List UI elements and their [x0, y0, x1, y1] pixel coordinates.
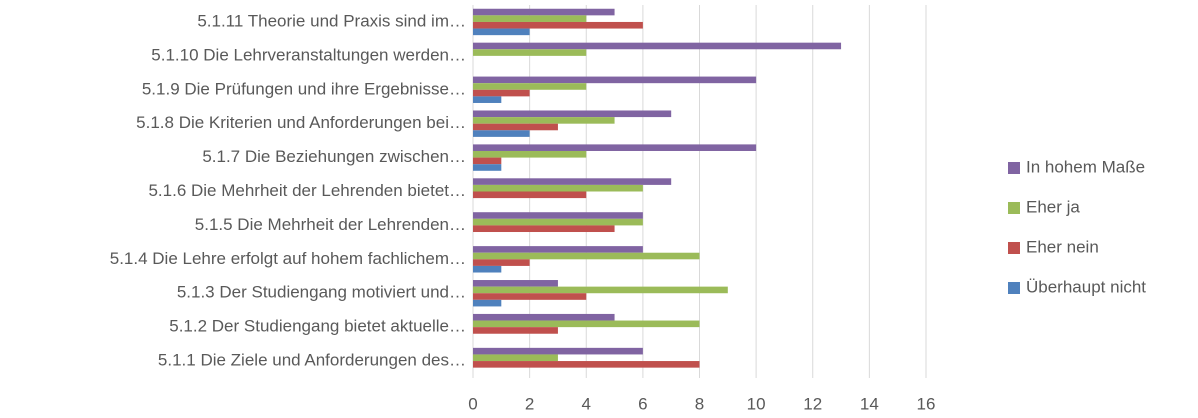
x-tick-label: 16 [917, 394, 936, 413]
bar [473, 83, 587, 90]
bar [473, 218, 643, 226]
bar [473, 361, 700, 368]
bar [473, 150, 587, 158]
x-tick-label: 4 [582, 394, 591, 413]
bar [473, 110, 672, 118]
bar [473, 76, 757, 84]
bar [473, 354, 558, 362]
y-tick-label: 5.1.11 Theorie und Praxis sind im… [197, 11, 466, 30]
y-tick-label: 5.1.7 Die Beziehungen zwischen… [202, 147, 466, 166]
y-tick-label: 5.1.8 Die Kriterien und Anforderungen be… [136, 113, 466, 132]
y-tick-label: 5.1.6 Die Mehrheit der Lehrenden bietet… [148, 181, 466, 200]
legend-label: Eher ja [1026, 197, 1080, 216]
bar [473, 286, 728, 294]
y-tick-label: 5.1.10 Die Lehrveranstaltungen werden… [151, 45, 466, 64]
x-tick-label: 6 [638, 394, 647, 413]
legend-swatch [1008, 162, 1020, 174]
bar [473, 49, 587, 56]
legend-label: Überhaupt nicht [1026, 277, 1146, 296]
legend-swatch [1008, 242, 1020, 254]
bar [473, 144, 757, 151]
x-tick-label: 8 [695, 394, 704, 413]
bar [473, 265, 502, 273]
bar [473, 299, 502, 307]
bar [473, 42, 842, 50]
bar [473, 184, 643, 192]
bar [473, 280, 558, 287]
bar [473, 96, 502, 103]
legend-label: Eher nein [1026, 237, 1099, 256]
legend-swatch [1008, 202, 1020, 214]
bar [473, 117, 615, 124]
bar [473, 28, 530, 36]
bar [473, 8, 615, 16]
bar [473, 89, 530, 97]
x-tick-label: 12 [803, 394, 822, 413]
bar [473, 313, 615, 321]
bar [473, 347, 643, 355]
x-tick-label: 0 [468, 394, 477, 413]
y-tick-label: 5.1.2 Der Studiengang bietet aktuelle… [169, 317, 466, 336]
bar [473, 246, 643, 253]
y-tick-label: 5.1.3 Der Studiengang motiviert und… [177, 283, 466, 302]
y-tick-label: 5.1.5 Die Mehrheit der Lehrenden… [195, 215, 466, 234]
bar [473, 178, 672, 185]
bar [473, 225, 615, 233]
bar [473, 259, 530, 266]
bar [473, 164, 502, 171]
bar [473, 252, 700, 260]
legend-label: In hohem Maße [1026, 157, 1145, 176]
bar [473, 191, 587, 199]
bar [473, 212, 643, 219]
bar [473, 327, 558, 334]
y-tick-label: 5.1.1 Die Ziele und Anforderungen des… [158, 351, 466, 370]
bar [473, 15, 587, 22]
x-tick-label: 2 [525, 394, 534, 413]
bar [473, 320, 700, 328]
legend-swatch [1008, 282, 1020, 294]
y-tick-label: 5.1.9 Die Prüfungen und ihre Ergebnisse… [142, 79, 466, 98]
y-tick-label: 5.1.4 Die Lehre erfolgt auf hohem fachli… [110, 249, 466, 268]
x-tick-label: 14 [860, 394, 879, 413]
bar [473, 130, 530, 137]
bar [473, 157, 502, 165]
bar [473, 123, 558, 131]
bar [473, 293, 587, 300]
bar [473, 21, 643, 29]
x-tick-label: 10 [747, 394, 766, 413]
